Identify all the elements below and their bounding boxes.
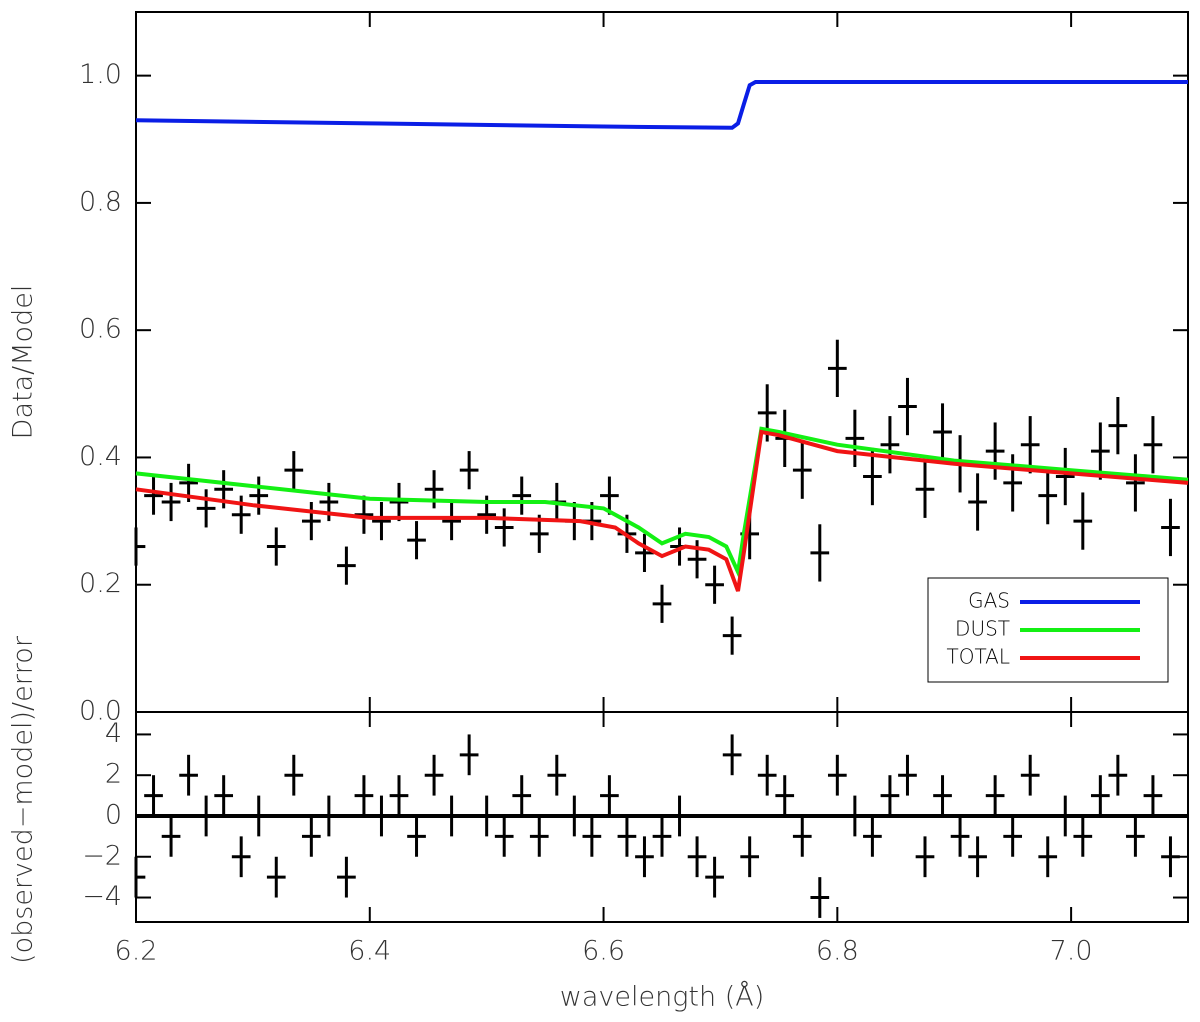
y-tick-label: 2 [105,759,122,790]
legend-label: GAS [968,589,1010,613]
series-line [135,80,1188,130]
x-tick-label: 6.6 [582,936,625,967]
frame [135,11,1189,923]
y-tick-label: 0.4 [79,441,122,472]
y-tick-label: 0.6 [79,314,122,345]
legend-label: DUST [955,617,1010,641]
series-line [135,429,1189,592]
y-tick-label: 0.2 [79,568,122,599]
x-tick-label: 7.0 [1050,936,1093,967]
y-tick-label: −2 [82,840,122,871]
y-tick-label: 0.0 [79,696,122,727]
y-tick-label: 0.8 [79,186,122,217]
y-tick-label: −4 [82,881,122,912]
y-axis-label: (observed−model)/error [8,635,39,964]
y-axis-label: Data/Model [8,285,39,440]
y-tick-label: 0 [105,799,122,830]
legend-label: TOTAL [947,645,1010,669]
x-tick-label: 6.4 [348,936,391,967]
x-axis-label: wavelength (Å) [560,980,764,1013]
y-tick-label: 1.0 [79,59,122,90]
series-line [135,426,1189,579]
x-tick-label: 6.8 [816,936,859,967]
y-tick-label: 4 [105,718,122,749]
x-tick-label: 6.2 [115,936,158,967]
